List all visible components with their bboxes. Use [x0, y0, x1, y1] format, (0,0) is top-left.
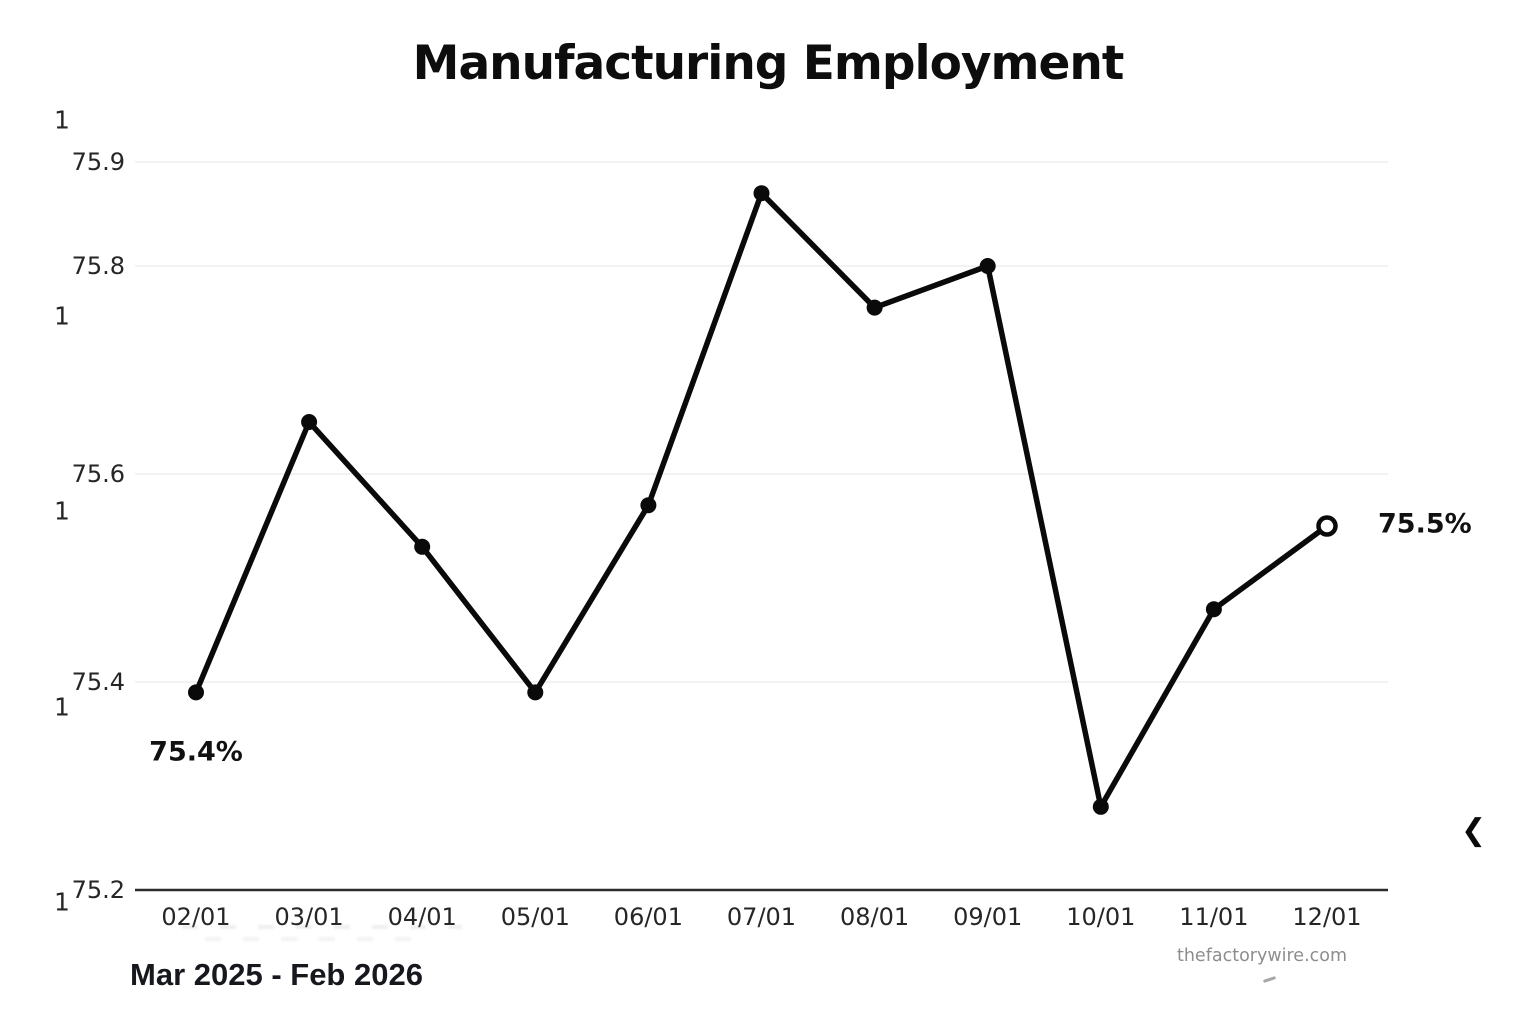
x-tick-label: 04/01 — [387, 903, 457, 931]
data-point — [301, 414, 318, 430]
x-tick-label: 05/01 — [500, 903, 570, 931]
data-line — [193, 190, 1330, 810]
erased-text-artifact — [182, 925, 462, 929]
secondary-y-tick-label: 1 — [54, 301, 70, 330]
x-tick-label: 10/01 — [1066, 903, 1136, 931]
data-point — [753, 185, 770, 202]
secondary-y-tick-label: 1 — [54, 105, 70, 135]
secondary-y-tick-label: 1 — [54, 692, 70, 721]
x-tick-label: 09/01 — [953, 903, 1023, 931]
data-point-open — [1316, 515, 1338, 537]
y-tick-label: 75.2 — [71, 876, 125, 904]
secondary-y-tick-label: 1 — [54, 887, 70, 917]
watermark-text: thefactorywire.com — [1176, 946, 1348, 966]
y-tick-label: 75.4 — [71, 668, 125, 696]
y-tick-label: 75.8 — [71, 252, 125, 280]
x-tick-label: 07/01 — [726, 903, 797, 931]
x-tick-label: 03/01 — [274, 903, 344, 931]
data-point — [979, 258, 996, 274]
y-tick-label: 75.9 — [71, 148, 125, 176]
x-tick-label: 11/01 — [1179, 903, 1249, 931]
first-point-value-label: 75.4% — [149, 736, 243, 768]
chart-title: Manufacturing Employment — [412, 36, 1125, 91]
period-label: Mar 2025 - Feb 2026 — [130, 957, 423, 992]
x-tick-label: 08/01 — [840, 903, 910, 931]
x-tick-label: 06/01 — [613, 903, 683, 931]
data-point — [1205, 601, 1222, 618]
data-point — [188, 684, 204, 701]
x-tick-label: 12/01 — [1292, 903, 1362, 931]
y-tick-label: 75.6 — [71, 460, 125, 488]
chevron-left-icon: ❮ — [1461, 813, 1487, 848]
erased-text-artifact — [205, 937, 420, 941]
last-point-value-label: 75.5% — [1378, 508, 1472, 540]
data-point — [866, 299, 883, 316]
secondary-y-tick-label: 1 — [54, 496, 70, 526]
data-point — [414, 538, 431, 555]
x-tick-label: 02/01 — [161, 903, 231, 931]
data-point — [527, 684, 544, 701]
data-point — [1092, 798, 1109, 815]
data-point — [640, 497, 657, 514]
